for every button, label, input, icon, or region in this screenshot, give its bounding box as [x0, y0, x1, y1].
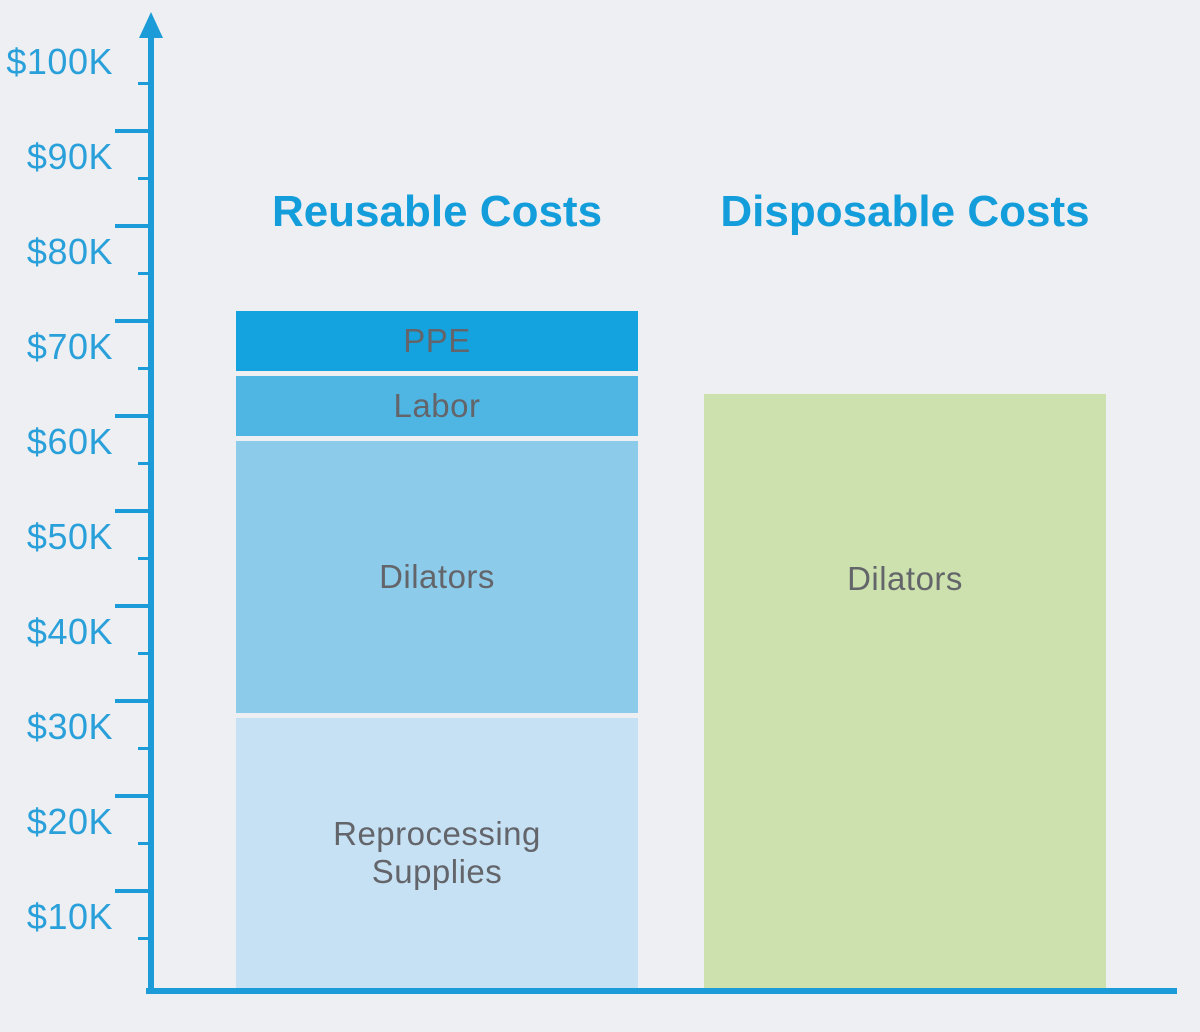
reusable-costs-title: Reusable Costs — [271, 187, 603, 236]
y-axis-label: $10K — [26, 896, 113, 937]
bar-segment-label: Dilators — [379, 558, 495, 595]
y-axis-minor-tick — [138, 651, 151, 655]
disposable-costs-bar: Dilators — [704, 0, 1106, 1032]
y-axis-label: $40K — [26, 611, 113, 652]
y-axis-line — [148, 32, 154, 994]
bar-segment-label: Dilators — [847, 560, 963, 597]
y-axis-minor-tick — [138, 81, 151, 85]
y-axis-minor-tick — [138, 556, 151, 560]
y-axis-label: $30K — [26, 706, 113, 747]
disposable-costs-title: Disposable Costs — [720, 187, 1090, 236]
y-axis-minor-tick — [138, 366, 151, 370]
y-axis-major-tick — [115, 793, 151, 798]
y-axis-major-tick — [115, 888, 151, 893]
y-axis-major-tick — [115, 223, 151, 228]
bar-segment-ppe: PPE — [236, 311, 638, 371]
x-axis-line — [146, 988, 1177, 994]
y-axis-major-tick — [115, 413, 151, 418]
bar-segment-label: Labor — [393, 387, 481, 424]
bar-segment-label: PPE — [403, 322, 471, 359]
y-axis-minor-tick — [138, 461, 151, 465]
y-axis-minor-tick — [138, 936, 151, 940]
bar-segment-label: Reprocessing Supplies — [333, 815, 541, 890]
y-axis-label: $60K — [26, 421, 113, 462]
bar-segment-reprocessing-supplies: Reprocessing Supplies — [236, 718, 638, 988]
y-axis-major-tick — [115, 128, 151, 133]
y-axis-label: $50K — [26, 516, 113, 557]
y-axis-minor-tick — [138, 841, 151, 845]
y-axis-major-tick — [115, 603, 151, 608]
y-axis-arrow-icon — [139, 12, 163, 38]
y-axis-major-tick — [115, 698, 151, 703]
reusable-costs-bar: Reprocessing Supplies Dilators Labor PPE — [236, 0, 638, 1032]
y-axis-label: $80K — [26, 231, 113, 272]
y-axis-label: $90K — [26, 136, 113, 177]
y-axis-major-tick — [115, 318, 151, 323]
y-axis-major-tick — [115, 508, 151, 513]
y-axis-label: $100K — [6, 41, 113, 82]
y-axis-minor-tick — [138, 746, 151, 750]
y-axis-label: $70K — [26, 326, 113, 367]
y-axis-minor-tick — [138, 271, 151, 275]
bar-segment-dilators: Dilators — [704, 394, 1106, 988]
y-axis-minor-tick — [138, 176, 151, 180]
y-axis-label: $20K — [26, 801, 113, 842]
bar-segment-dilators: Dilators — [236, 441, 638, 713]
bar-segment-labor: Labor — [236, 376, 638, 436]
